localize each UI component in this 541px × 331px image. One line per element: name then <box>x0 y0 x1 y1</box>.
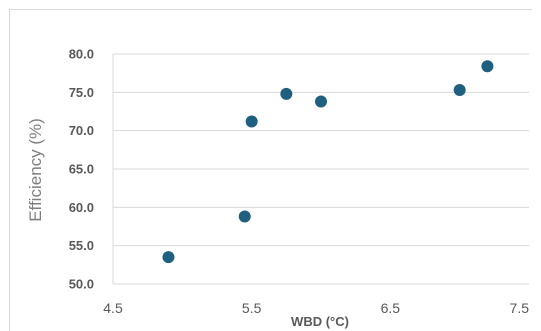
y-tick-label: 60.0 <box>69 200 94 215</box>
x-axis-label: WBD (°C) <box>291 314 349 329</box>
x-axis-ticks: 4.5 5.5 6.5 7.5 <box>103 300 529 316</box>
data-points <box>162 60 494 264</box>
y-axis-ticks: 50.0 55.0 60.0 65.0 70.0 75.0 80.0 <box>69 47 94 292</box>
x-tick-label: 6.5 <box>381 300 401 316</box>
data-point-1 <box>238 210 251 223</box>
chart-area-border <box>9 9 532 331</box>
y-tick-label: 80.0 <box>69 47 94 62</box>
data-point-5 <box>453 84 466 97</box>
y-tick-label: 70.0 <box>69 123 94 138</box>
data-point-3 <box>280 87 293 100</box>
y-tick-label: 50.0 <box>69 277 94 292</box>
y-tick-label: 65.0 <box>69 162 94 177</box>
x-tick-label: 5.5 <box>242 300 262 316</box>
y-tick-label: 55.0 <box>69 238 94 253</box>
x-tick-label: 7.5 <box>510 300 530 316</box>
gridlines <box>112 53 529 285</box>
data-point-2 <box>245 115 258 128</box>
data-point-0 <box>162 251 175 264</box>
x-tick-label: 4.5 <box>103 300 123 316</box>
data-point-4 <box>315 95 327 108</box>
y-axis-label: Efficiency (%) <box>26 118 45 222</box>
data-point-6 <box>481 60 494 73</box>
y-tick-label: 75.0 <box>69 85 94 100</box>
